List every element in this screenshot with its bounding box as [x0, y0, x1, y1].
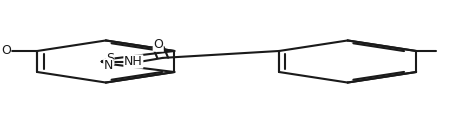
Text: S: S: [106, 52, 114, 65]
Text: O: O: [153, 38, 163, 51]
Text: N: N: [104, 60, 113, 72]
Text: O: O: [1, 45, 11, 57]
Text: NH: NH: [124, 55, 143, 68]
